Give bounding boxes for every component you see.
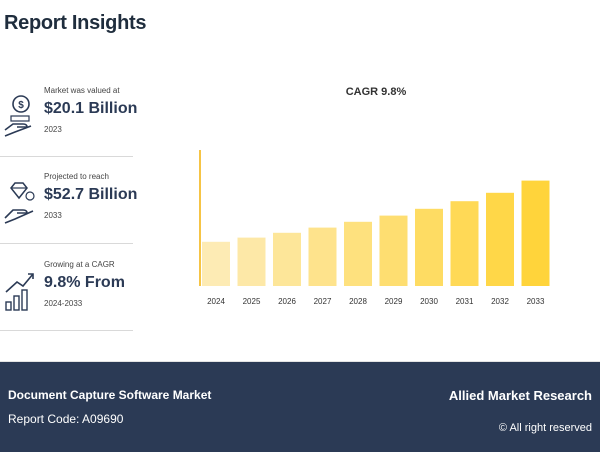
stat-projected-value: Projected to reach $52.7 Billion 2033 — [0, 172, 137, 258]
x-tick-label: 2024 — [207, 297, 225, 306]
bar-2033 — [521, 180, 550, 286]
bar-2030 — [415, 208, 443, 286]
money-hand-icon: $ — [4, 95, 32, 137]
stat-year: 2024-2033 — [44, 299, 83, 308]
stat-market-value: $ Market was valued at $20.1 Billion 202… — [0, 86, 137, 172]
x-tick-label: 2030 — [420, 297, 438, 306]
footer-rights: © All right reserved — [498, 422, 592, 434]
svg-text:$: $ — [18, 100, 24, 111]
footer-report-code: Report Code: A09690 — [8, 412, 124, 426]
x-tick-label: 2032 — [491, 297, 509, 306]
x-tick-label: 2031 — [456, 297, 474, 306]
bar-2026 — [273, 232, 301, 286]
stat-label: Projected to reach — [44, 172, 109, 181]
x-tick-label: 2028 — [349, 297, 367, 306]
growth-chart-icon — [5, 273, 34, 311]
stat-value: $20.1 Billion — [44, 100, 138, 117]
bar-2029 — [379, 215, 408, 286]
stat-value: 9.8% From — [44, 274, 125, 291]
bar-2024 — [202, 241, 230, 286]
x-tick-label: 2033 — [527, 297, 545, 306]
bar-2028 — [344, 221, 372, 286]
x-tick-label: 2025 — [243, 297, 261, 306]
stat-label: Market was valued at — [44, 86, 120, 95]
stat-cagr: Growing at a CAGR 9.8% From 2024-2033 — [0, 260, 133, 346]
bar-chart: 2024 2025 2026 2027 2028 2029 2030 2031 2032 2033 — [199, 150, 550, 306]
diamond-hand-icon — [4, 182, 35, 224]
bar-2031 — [450, 201, 479, 286]
stat-year: 2033 — [44, 211, 62, 220]
x-tick-label: 2027 — [314, 297, 332, 306]
divider — [0, 243, 133, 244]
divider — [0, 330, 133, 331]
chart-title: CAGR 9.8% — [345, 86, 407, 98]
page-title: Report Insights — [4, 12, 147, 34]
footer-market-name: Document Capture Software Market — [8, 388, 212, 402]
stat-year: 2023 — [44, 125, 62, 134]
x-tick-label: 2029 — [385, 297, 403, 306]
bar-2025 — [237, 237, 266, 286]
divider — [0, 156, 133, 157]
x-tick-label: 2026 — [278, 297, 296, 306]
stat-label: Growing at a CAGR — [44, 260, 115, 269]
footer-brand: Allied Market Research — [448, 388, 592, 403]
footer: Document Capture Software Market Report … — [0, 362, 600, 452]
footer-separator — [0, 361, 600, 362]
stat-value: $52.7 Billion — [44, 186, 138, 203]
bar-2027 — [308, 227, 337, 286]
bar-2032 — [486, 192, 514, 286]
